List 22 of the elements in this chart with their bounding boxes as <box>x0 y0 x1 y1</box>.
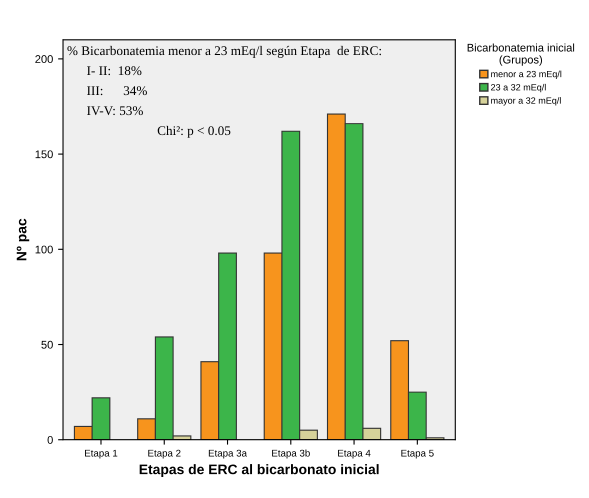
x-tick-label: Etapa 5 <box>401 450 434 459</box>
annotation: Chi²: p < 0.05 <box>158 126 230 138</box>
x-tick-label: Etapa 2 <box>148 450 181 459</box>
y-tick-label: 200 <box>35 55 53 64</box>
legend-label: menor a 23 mEq/l <box>491 70 562 80</box>
legend-label: mayor a 32 mEq/l <box>491 97 561 106</box>
annotation: IV-V: 53% <box>87 106 143 116</box>
annotation: % Bicarbonatemia menor a 23 mEq/l según Etapa de ERC: <box>67 46 381 58</box>
x-axis-title: Etapas de ERC al bicarbonato inicial <box>140 464 379 478</box>
legend-title: Bicarbonatemia inicial (Grupos) <box>468 43 574 66</box>
y-tick-label: 0 <box>48 436 53 444</box>
legend-label: 23 a 32 mEq/l <box>491 84 546 92</box>
x-tick-label: Etapa 3b <box>272 449 310 459</box>
y-tick-label: 150 <box>36 150 53 158</box>
y-tick-label: 50 <box>41 340 53 349</box>
y-axis-title: Nº pac <box>16 218 30 260</box>
annotation: I- II: 18% <box>87 66 142 76</box>
x-tick-label: Etapa 4 <box>338 450 371 459</box>
x-tick-label: Etapa 3a <box>208 450 247 459</box>
x-tick-label: Etapa 1 <box>85 450 118 459</box>
annotation: III: 34% <box>87 86 147 96</box>
y-tick-label: 100 <box>36 246 53 254</box>
